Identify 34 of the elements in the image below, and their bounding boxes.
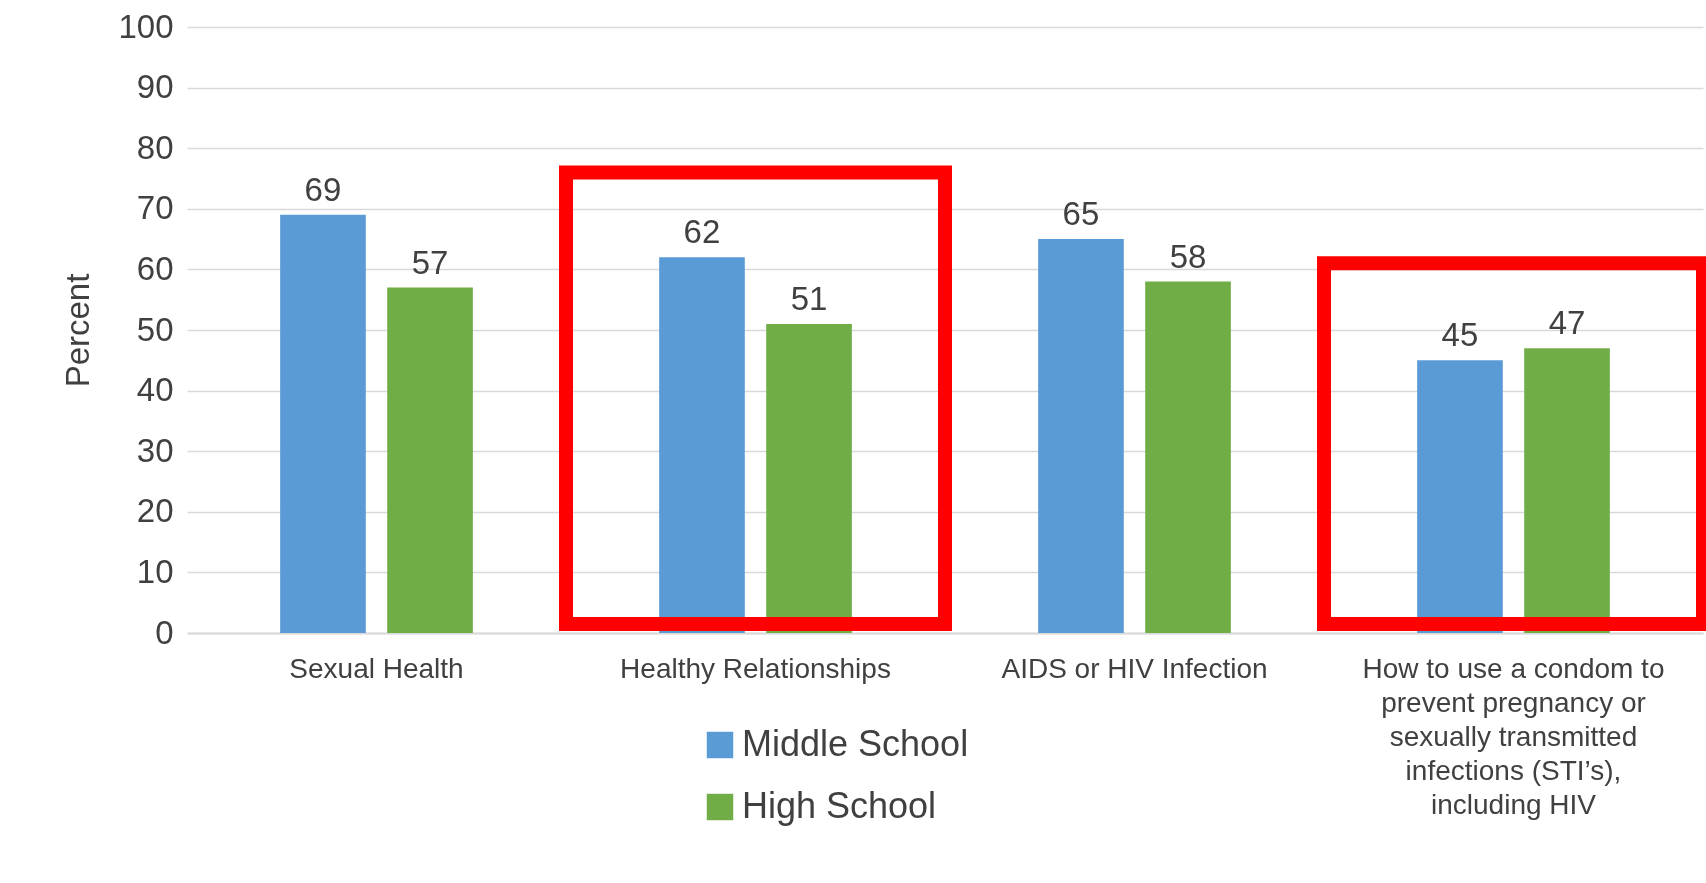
bar: [1145, 281, 1231, 633]
y-tick-label: 20: [136, 492, 174, 530]
data-label: 57: [411, 243, 449, 281]
bar: [280, 214, 366, 633]
data-label: 65: [1062, 195, 1100, 233]
y-tick-label: 100: [118, 7, 174, 45]
x-tick-label: Sexual Health: [289, 652, 464, 684]
x-tick-label: AIDS or HIV Infection: [1001, 652, 1268, 684]
y-axis-title: Percent: [59, 273, 97, 388]
bar: [659, 257, 745, 633]
y-tick-label: 0: [155, 613, 174, 651]
bar: [1417, 360, 1503, 633]
data-label: 58: [1169, 237, 1207, 275]
y-tick-label: 80: [136, 128, 174, 166]
bar: [387, 287, 473, 633]
y-tick-label: 50: [136, 310, 174, 348]
data-label: 47: [1548, 304, 1586, 342]
y-tick-label: 70: [136, 189, 174, 227]
y-tick-label: 10: [136, 552, 174, 590]
y-tick-label: 90: [136, 68, 174, 106]
legend-label: High School: [742, 785, 937, 826]
legend-label: Middle School: [742, 723, 969, 764]
y-tick-label: 40: [136, 371, 174, 409]
data-label: 45: [1441, 316, 1479, 354]
bar: [1038, 239, 1124, 633]
x-tick-label: How to use a condom to prevent pregnancy or sexually transmitted infections (STI’s), including HIV: [1362, 652, 1665, 820]
data-label: 62: [683, 213, 721, 251]
x-tick-label: Healthy Relationships: [620, 652, 891, 684]
data-label: 51: [790, 279, 828, 317]
bar: [766, 323, 852, 633]
bar: [1524, 348, 1610, 633]
data-label: 69: [304, 170, 342, 208]
y-tick-label: 60: [136, 249, 174, 287]
y-tick-label: 30: [136, 431, 174, 469]
